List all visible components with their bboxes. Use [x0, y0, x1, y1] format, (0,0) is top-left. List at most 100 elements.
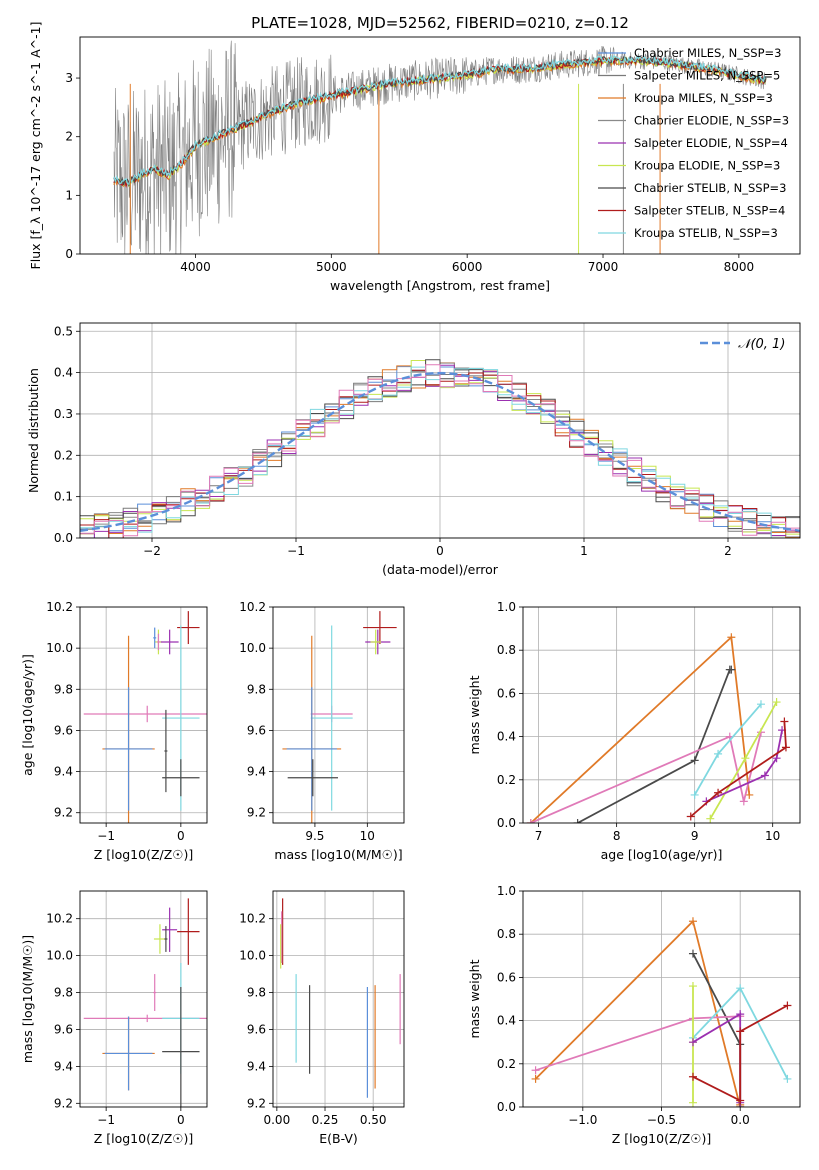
y-tick-label: 9.4 [54, 1059, 73, 1073]
mass-vs-ebv-panel: 0.00 0.25 0.50 9.2 9.4 9.6 9.8 10.0 10.2 E(B-V) [239, 890, 405, 1146]
weight-marker [688, 1098, 697, 1107]
y-tick-label: 9.2 [54, 806, 73, 820]
y-tick-label: 9.4 [247, 765, 266, 779]
figure-title: PLATE=1028, MJD=52562, FIBERID=0210, z=0… [251, 14, 629, 32]
weight-marker [706, 814, 715, 823]
grid [273, 607, 404, 823]
x-tick-label: 2 [724, 544, 732, 558]
y-tick-label: 9.6 [247, 723, 266, 737]
model-spectrum [113, 54, 767, 185]
weight-marker [727, 633, 736, 642]
x-tick-label: 10 [765, 829, 780, 843]
axes-frame [79, 606, 208, 824]
x-tick-label: 1 [580, 544, 588, 558]
weight-marker [531, 1074, 540, 1083]
axes-frame [272, 890, 405, 1108]
weight-marker [690, 790, 699, 799]
y-tick-label: 0.0 [54, 531, 73, 545]
y-axis-label: mass weight [467, 959, 482, 1038]
weight-marker [688, 1072, 697, 1081]
weight-marker [526, 819, 535, 823]
x-tick-label: 0.0 [731, 1113, 750, 1127]
weight-marker [741, 754, 750, 763]
axes-frame [522, 606, 801, 824]
y-tick-label: 0.8 [497, 927, 516, 941]
weight-marker [772, 698, 781, 707]
x-tick-label: −2 [143, 544, 161, 558]
y-tick-label: 10.2 [46, 600, 73, 614]
weight-line [534, 919, 742, 1107]
weight-marker [686, 812, 695, 821]
weight-marker [760, 771, 769, 780]
y-tick-label: 9.2 [54, 1096, 73, 1110]
weight-marker [736, 984, 745, 993]
plot-area [523, 607, 800, 823]
weight-marker [783, 1074, 792, 1083]
axes-frame [79, 322, 801, 539]
weight-marker [783, 1001, 792, 1010]
x-axis-label: Z [log10(Z/Z☉)] [612, 1131, 712, 1146]
legend-label: Kroupa ELODIE, N_SSP=3 [634, 159, 780, 173]
age-vs-metallicity-panel: −1 0 9.2 9.4 9.6 9.8 10.0 10.2 Z [log10(Z/Z☉)] ag… [20, 600, 208, 862]
y-tick-label: 10.0 [239, 949, 266, 963]
mass-weight-vs-metallicity-panel: −1.0 −0.5 0.0 0.0 0.2 0.4 0.6 0.8 1.0 Z [log10(Z/… [467, 884, 801, 1146]
weight-line [692, 1004, 788, 1102]
legend-label: Chabrier ELODIE, N_SSP=3 [634, 114, 789, 128]
weight-marker [736, 1010, 745, 1019]
y-tick-label: 0.2 [497, 1057, 516, 1071]
x-axis-label: E(B-V) [319, 1131, 358, 1146]
weight-marker [772, 754, 781, 763]
y-tick-label: 9.8 [247, 682, 266, 696]
histogram-steps [80, 364, 800, 537]
x-tick-label: 4000 [180, 260, 211, 274]
y-tick-label: 9.6 [54, 723, 73, 737]
weight-line [530, 732, 762, 823]
y-tick-label: 1.0 [497, 884, 516, 898]
weight-marker [690, 756, 699, 765]
weight-marker [714, 788, 723, 797]
y-tick-label: 0.0 [497, 816, 516, 830]
x-tick-label: −1.0 [568, 1113, 597, 1127]
x-tick-label: −1 [97, 1113, 115, 1127]
normal-curve [80, 371, 800, 532]
legend-label: Salpeter MILES, N_SSP=5 [634, 69, 780, 83]
weight-marker [688, 982, 697, 991]
weight-marker [688, 949, 697, 958]
x-tick-label: 9 [691, 829, 699, 843]
x-tick-label: −1 [287, 544, 305, 558]
y-tick-label: 9.6 [247, 1022, 266, 1036]
y-tick-label: 0.4 [54, 366, 73, 380]
plot-area [80, 607, 207, 823]
x-tick-label: 0.50 [360, 1113, 387, 1127]
y-tick-label: 0.8 [497, 643, 516, 657]
x-tick-label: −1 [97, 829, 115, 843]
y-tick-label: 0.2 [497, 773, 516, 787]
weight-marker [756, 700, 765, 709]
plot-area [273, 607, 404, 823]
y-tick-label: 0.4 [497, 1014, 516, 1028]
y-tick-label: 0.5 [54, 324, 73, 338]
x-axis-label: Z [log10(Z/Z☉)] [94, 1131, 194, 1146]
weight-marker [781, 743, 790, 752]
legend-label: Salpeter STELIB, N_SSP=4 [634, 204, 785, 218]
x-tick-label: 6000 [452, 260, 483, 274]
y-tick-label: 10.2 [239, 912, 266, 926]
x-tick-label: 0 [177, 1113, 185, 1127]
x-tick-label: 8000 [724, 260, 755, 274]
x-tick-label: 0 [177, 829, 185, 843]
x-axis-label: age [log10(age/yr)] [601, 847, 723, 862]
y-tick-label: 10.0 [46, 641, 73, 655]
y-axis-label: age [log10(age/yr)] [20, 654, 35, 776]
x-tick-label: 5000 [316, 260, 347, 274]
age-vs-mass-panel: 9.5 10 9.2 9.4 9.6 9.8 10.0 10.2 mass [log10(M/M… [239, 600, 405, 862]
x-tick-label: 10 [360, 829, 375, 843]
y-tick-label: 9.4 [54, 765, 73, 779]
grid [523, 891, 800, 1107]
y-tick-label: 0.2 [54, 448, 73, 462]
weight-line [535, 1015, 741, 1072]
spectrum-panel: 4000 5000 6000 7000 8000 0 1 2 3 wavelength [Angs… [28, 22, 801, 293]
y-tick-label: 0.4 [497, 730, 516, 744]
x-tick-label: 0.00 [263, 1113, 290, 1127]
y-tick-label: 0.1 [54, 490, 73, 504]
